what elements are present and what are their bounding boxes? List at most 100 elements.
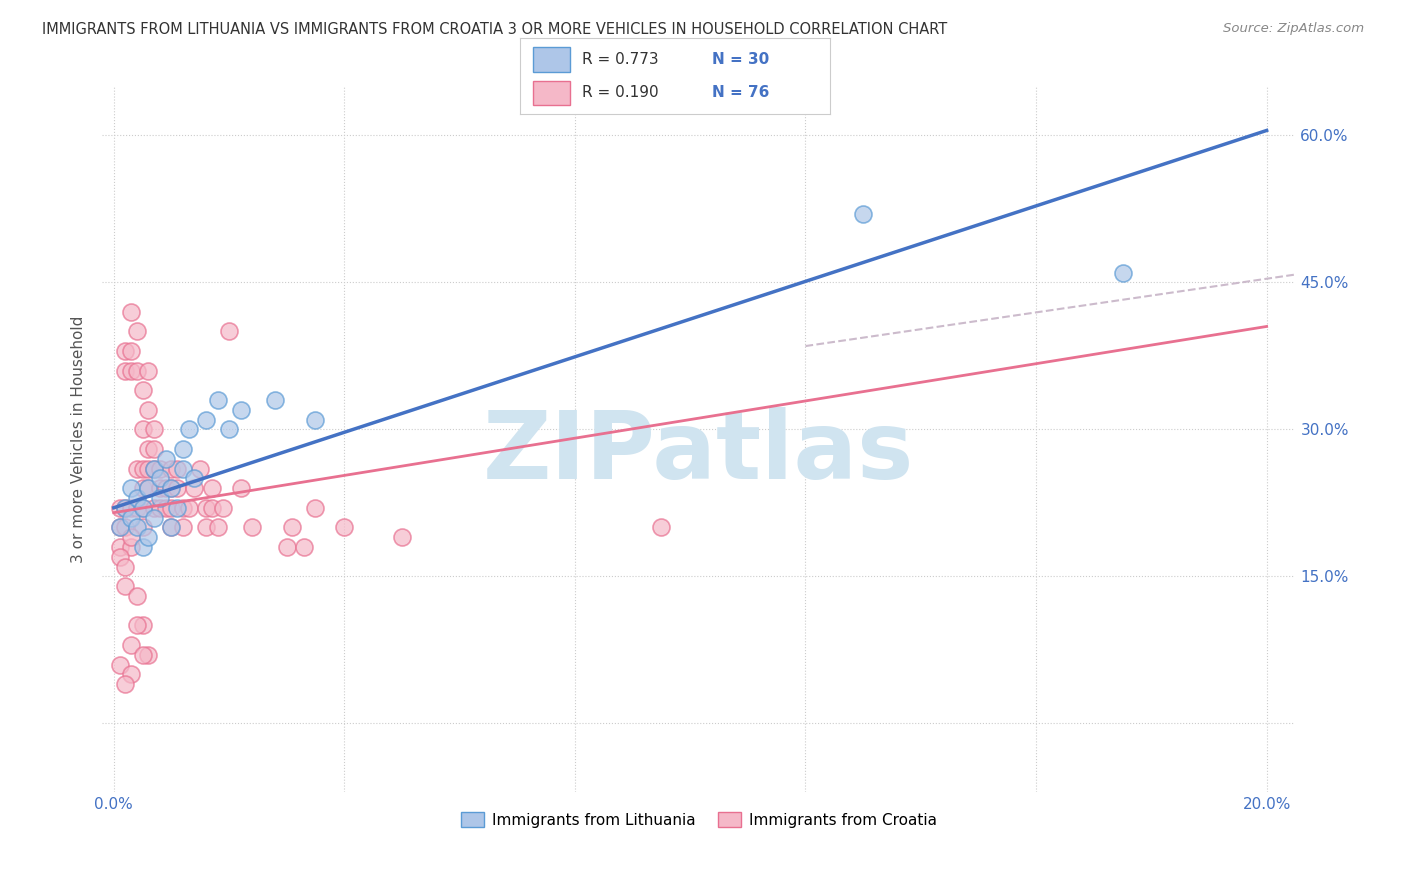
Point (194, 412, 217, 426)
Point (218, 324, 240, 338)
Point (1111, 266, 1133, 280)
Point (172, 520, 194, 534)
Point (201, 500, 224, 515)
Point (120, 530, 142, 544)
Point (108, 500, 131, 515)
Point (120, 305, 142, 319)
Point (149, 461, 172, 475)
Point (160, 500, 183, 515)
Bar (533, 81, 569, 105)
Point (131, 540, 153, 554)
Point (304, 500, 326, 515)
Point (120, 481, 142, 495)
Point (172, 461, 194, 475)
Point (136, 442, 159, 456)
Point (143, 442, 166, 456)
Point (120, 500, 142, 515)
Point (125, 589, 148, 603)
Bar (533, 47, 569, 71)
Point (114, 500, 136, 515)
Point (229, 481, 252, 495)
Point (131, 383, 153, 397)
Legend: Immigrants from Lithuania, Immigrants from Croatia: Immigrants from Lithuania, Immigrants fr… (456, 805, 943, 834)
Point (183, 471, 205, 485)
Point (136, 481, 159, 495)
Point (120, 638, 142, 652)
Point (120, 540, 142, 554)
Point (125, 461, 148, 475)
Point (155, 451, 177, 466)
Point (125, 324, 148, 338)
Point (143, 461, 166, 475)
Point (131, 618, 153, 632)
Point (131, 461, 153, 475)
Point (194, 520, 217, 534)
Point (166, 500, 188, 515)
Point (120, 667, 142, 681)
Point (136, 530, 159, 544)
Point (229, 402, 252, 417)
Point (149, 471, 172, 485)
Point (108, 549, 131, 564)
Point (177, 500, 200, 515)
Point (108, 540, 131, 554)
Point (149, 500, 172, 515)
Text: Source: ZipAtlas.com: Source: ZipAtlas.com (1223, 22, 1364, 36)
Point (292, 540, 315, 554)
Point (114, 677, 136, 691)
Point (125, 500, 148, 515)
Point (131, 422, 153, 436)
Point (143, 461, 166, 475)
Point (114, 363, 136, 377)
Point (114, 559, 136, 574)
Point (143, 510, 166, 524)
Point (188, 461, 211, 475)
Text: R = 0.190: R = 0.190 (582, 86, 658, 101)
Point (650, 520, 672, 534)
Point (125, 618, 148, 632)
Point (114, 500, 136, 515)
Point (155, 481, 177, 495)
Point (149, 491, 172, 505)
Point (852, 207, 875, 221)
Point (108, 520, 131, 534)
Point (281, 520, 304, 534)
Point (120, 510, 142, 524)
Point (207, 392, 229, 407)
Point (131, 481, 153, 495)
Point (212, 500, 235, 515)
Point (172, 442, 194, 456)
Point (160, 481, 183, 495)
Point (391, 530, 413, 544)
Point (218, 422, 240, 436)
Point (125, 520, 148, 534)
Text: N = 76: N = 76 (711, 86, 769, 101)
Point (131, 500, 153, 515)
Point (201, 481, 224, 495)
Point (166, 461, 188, 475)
Point (183, 481, 205, 495)
Point (304, 412, 326, 426)
Point (143, 422, 166, 436)
Point (108, 657, 131, 672)
Point (114, 520, 136, 534)
Point (240, 520, 263, 534)
Text: ZIPatlas: ZIPatlas (484, 408, 914, 500)
Point (143, 500, 166, 515)
Text: IMMIGRANTS FROM LITHUANIA VS IMMIGRANTS FROM CROATIA 3 OR MORE VEHICLES IN HOUSE: IMMIGRANTS FROM LITHUANIA VS IMMIGRANTS … (42, 22, 948, 37)
Point (114, 579, 136, 593)
Point (108, 520, 131, 534)
Y-axis label: 3 or more Vehicles in Household: 3 or more Vehicles in Household (72, 316, 86, 563)
Point (136, 648, 159, 662)
Point (136, 402, 159, 417)
Point (136, 461, 159, 475)
Point (125, 363, 148, 377)
Point (172, 500, 194, 515)
Point (160, 481, 183, 495)
Point (125, 491, 148, 505)
Point (149, 481, 172, 495)
Point (333, 520, 356, 534)
Point (120, 363, 142, 377)
Point (131, 648, 153, 662)
Point (160, 520, 183, 534)
